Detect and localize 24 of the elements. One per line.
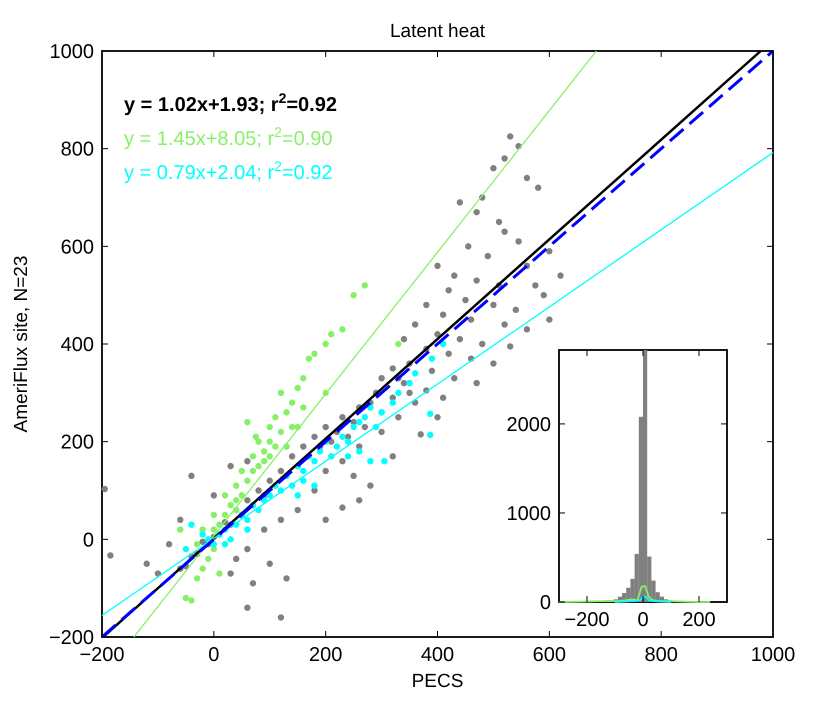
y-tick-label: 0 (82, 529, 94, 552)
chart-title: Latent heat (390, 21, 486, 42)
y-tick-label: 600 (60, 236, 94, 258)
text: y = 1.45x+8.05; r$^{2}$=0.90 (124, 124, 333, 150)
x-axis-title: PECS (412, 671, 464, 692)
text: y = 1.02x+1.93; r$^{2}$=0.92 (124, 90, 337, 116)
y-tick-label: 400 (60, 334, 94, 356)
x-tick-label: 1000 (750, 644, 796, 666)
x-tick-label: 400 (420, 644, 454, 666)
y-tick-label: 1000 (506, 502, 551, 525)
y-tick-label: 200 (60, 432, 94, 454)
x-tick-label: 0 (637, 609, 649, 631)
x-tick-label: 800 (644, 644, 678, 666)
x-tick-label: 600 (532, 644, 566, 666)
y-axis-title: AmeriFlux site, N=23 (11, 256, 32, 432)
y-tick-label: 1000 (50, 41, 94, 63)
x-tick-label: 0 (208, 644, 220, 666)
x-tick-label: −200 (564, 609, 610, 631)
text: y = 0.79x+2.04; r$^{2}$=0.92 (124, 158, 333, 184)
y-tick-label: 2000 (506, 414, 551, 436)
y-tick-label: 0 (540, 592, 551, 614)
x-tick-label: 200 (308, 644, 342, 666)
x-tick-label: 200 (682, 609, 716, 631)
y-tick-label: 800 (60, 138, 94, 161)
